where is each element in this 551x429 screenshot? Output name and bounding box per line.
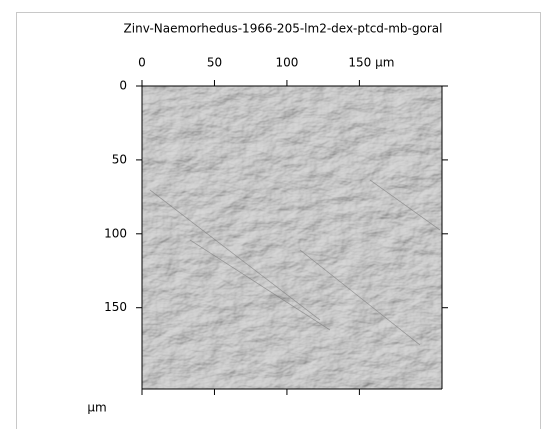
y-tick-label: 100 [104, 226, 127, 240]
chart-title: Zinv-Naemorhedus-1966-205-lm2-dex-ptcd-m… [124, 22, 443, 36]
x-tick-label: 0 [138, 56, 146, 70]
x-tick-label: 150 µm [348, 56, 394, 70]
y-unit-label: µm [87, 401, 106, 415]
y-tick-label: 150 [104, 300, 127, 314]
y-tick-label: 50 [112, 152, 127, 166]
surface-scratches [149, 179, 441, 346]
surface-image [142, 86, 442, 389]
x-tick-label: 100 [275, 56, 298, 70]
x-tick-label: 50 [207, 56, 222, 70]
y-tick-label: 0 [119, 79, 127, 93]
